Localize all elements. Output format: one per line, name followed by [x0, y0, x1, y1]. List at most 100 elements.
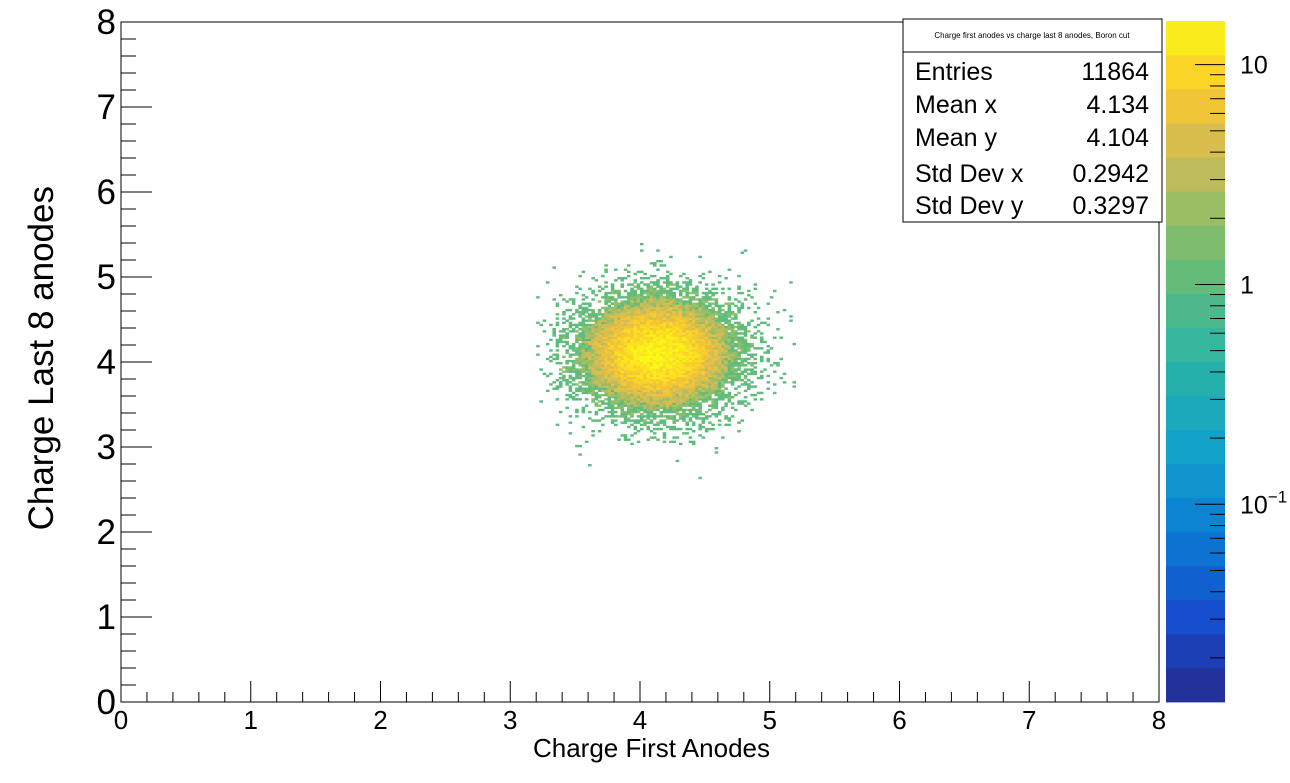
heatmap-cell	[753, 362, 758, 365]
heatmap-cell	[717, 338, 722, 342]
heatmap-cell	[711, 347, 715, 350]
heatmap-cell	[581, 408, 586, 412]
heatmap-cell	[682, 376, 686, 380]
heatmap-cell	[633, 396, 638, 399]
heatmap-cell	[588, 351, 592, 354]
heatmap-cell	[568, 415, 573, 418]
heatmap-cell	[591, 362, 595, 365]
heatmap-cell	[704, 385, 709, 388]
heatmap-cell	[701, 330, 706, 333]
heatmap-cell	[620, 302, 625, 305]
heatmap-cell	[620, 385, 625, 388]
heatmap-cell	[698, 396, 702, 399]
heatmap-cell	[698, 274, 702, 278]
heatmap-cell	[665, 323, 670, 327]
heatmap-cell	[584, 389, 589, 393]
heatmap-cell	[662, 315, 667, 318]
heatmap-cell	[678, 340, 683, 344]
heatmap-cell	[704, 393, 709, 397]
heatmap-cell	[536, 296, 540, 299]
heatmap-cell	[620, 306, 625, 310]
heatmap-cell	[698, 349, 702, 352]
heatmap-cell	[555, 355, 560, 359]
heatmap-cell	[691, 385, 696, 388]
heatmap-cell	[662, 306, 667, 310]
heatmap-cell	[760, 398, 764, 401]
heatmap-cell	[688, 364, 693, 367]
heatmap-cell	[646, 389, 651, 393]
heatmap-cell	[643, 398, 647, 401]
heatmap-cell	[633, 321, 638, 325]
heatmap-cell	[704, 304, 709, 308]
heatmap-cell	[633, 355, 638, 359]
heatmap-cell	[601, 321, 605, 325]
heatmap-cell	[662, 398, 667, 401]
heatmap-cell	[708, 389, 712, 393]
heatmap-cell	[701, 389, 706, 393]
heatmap-cell	[704, 417, 709, 420]
heatmap-cell	[734, 345, 738, 348]
heatmap-cell	[659, 264, 663, 267]
heatmap-cell	[656, 402, 660, 405]
heatmap-cell	[652, 362, 657, 365]
heatmap-cell	[575, 408, 579, 412]
heatmap-cell	[610, 359, 615, 363]
heatmap-cell	[581, 359, 586, 363]
heatmap-cell	[678, 342, 683, 346]
heatmap-cell	[669, 334, 673, 337]
heatmap-cell	[643, 291, 647, 295]
heatmap-cell	[575, 338, 579, 342]
heatmap-cell	[688, 349, 693, 352]
heatmap-cell	[704, 332, 709, 335]
heatmap-cell	[743, 383, 748, 386]
heatmap-cell	[659, 294, 663, 297]
heatmap-cell	[730, 302, 735, 305]
heatmap-cell	[656, 311, 660, 314]
heatmap-cell	[623, 332, 628, 335]
heatmap-cell	[760, 338, 764, 342]
heatmap-cell	[698, 364, 702, 367]
heatmap-cell	[688, 313, 693, 316]
heatmap-cell	[672, 353, 676, 356]
heatmap-cell	[672, 396, 676, 399]
heatmap-cell	[604, 270, 608, 274]
heatmap-cell	[682, 387, 686, 390]
heatmap-cell	[730, 381, 735, 384]
heatmap-cell	[601, 393, 605, 397]
heatmap-cell	[669, 417, 673, 420]
heatmap-cell	[594, 381, 599, 384]
heatmap-cell	[646, 374, 651, 378]
heatmap-cell	[721, 330, 725, 333]
heatmap-cell	[610, 374, 615, 378]
heatmap-cell	[568, 315, 573, 318]
heatmap-cell	[672, 387, 676, 390]
heatmap-cell	[685, 332, 689, 335]
heatmap-cell	[701, 342, 706, 346]
heatmap-cell	[717, 370, 722, 373]
heatmap-cell	[614, 308, 618, 312]
heatmap-cell	[646, 376, 651, 380]
heatmap-cell	[711, 400, 715, 403]
heatmap-cell	[640, 398, 644, 401]
heatmap-cell	[698, 376, 702, 380]
heatmap-cell	[623, 400, 628, 403]
heatmap-cell	[610, 325, 615, 329]
heatmap-cell	[717, 396, 722, 399]
heatmap-cell	[711, 413, 715, 416]
heatmap-cell	[597, 340, 602, 344]
heatmap-cell	[730, 396, 735, 399]
heatmap-cell	[760, 374, 764, 378]
heatmap-cell	[656, 398, 660, 401]
heatmap-cell	[601, 315, 605, 318]
heatmap-cell	[662, 300, 667, 303]
heatmap-cell	[627, 406, 631, 410]
heatmap-cell	[714, 323, 719, 327]
heatmap-cell	[695, 374, 699, 378]
heatmap-cell	[627, 379, 631, 382]
heatmap-cell	[597, 349, 602, 352]
heatmap-cell	[711, 364, 715, 367]
heatmap-cell	[578, 338, 582, 342]
heatmap-cell	[636, 336, 641, 339]
heatmap-cell	[597, 328, 602, 331]
heatmap-cell	[630, 328, 634, 331]
